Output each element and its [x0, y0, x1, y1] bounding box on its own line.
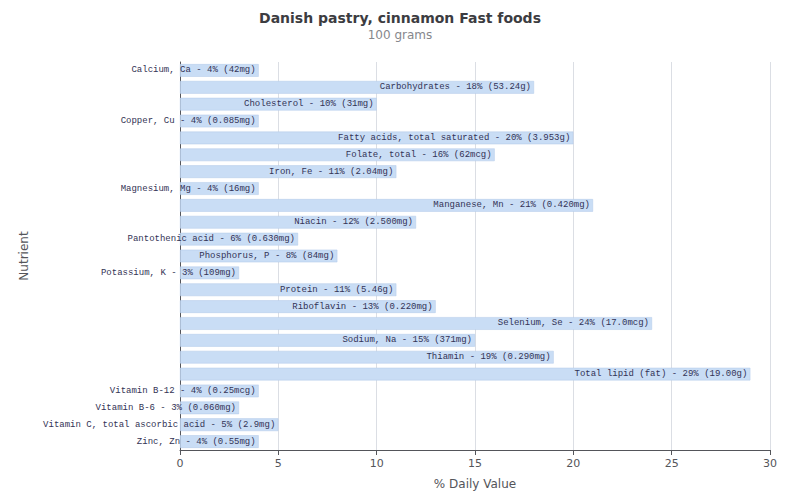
svg-text:20: 20 — [566, 457, 580, 470]
svg-text:Phosphorus, P - 8% (84mg): Phosphorus, P - 8% (84mg) — [199, 251, 334, 261]
svg-text:Total lipid (fat) - 29% (19.00: Total lipid (fat) - 29% (19.00g) — [575, 369, 748, 379]
svg-text:Niacin - 12% (2.500mg): Niacin - 12% (2.500mg) — [294, 217, 413, 227]
svg-text:Magnesium, Mg - 4% (16mg): Magnesium, Mg - 4% (16mg) — [121, 184, 256, 194]
svg-text:0: 0 — [177, 457, 184, 470]
svg-text:Danish pastry, cinnamon Fast f: Danish pastry, cinnamon Fast foods — [259, 10, 541, 26]
svg-text:Potassium, K - 3% (109mg): Potassium, K - 3% (109mg) — [101, 268, 236, 278]
svg-text:Copper, Cu - 4% (0.085mg): Copper, Cu - 4% (0.085mg) — [121, 116, 256, 126]
svg-text:25: 25 — [665, 457, 679, 470]
svg-text:Selenium, Se - 24% (17.0mcg): Selenium, Se - 24% (17.0mcg) — [498, 318, 649, 328]
svg-text:Calcium, Ca - 4% (42mg): Calcium, Ca - 4% (42mg) — [131, 65, 255, 75]
svg-text:5: 5 — [275, 457, 282, 470]
svg-text:100 grams: 100 grams — [368, 28, 433, 42]
svg-text:30: 30 — [763, 457, 777, 470]
svg-text:Folate, total - 16% (62mcg): Folate, total - 16% (62mcg) — [346, 150, 492, 160]
svg-text:Thiamin - 19% (0.290mg): Thiamin - 19% (0.290mg) — [426, 352, 550, 362]
svg-text:Sodium, Na - 15% (371mg): Sodium, Na - 15% (371mg) — [342, 335, 472, 345]
svg-text:15: 15 — [468, 457, 482, 470]
svg-text:Cholesterol - 10% (31mg): Cholesterol - 10% (31mg) — [244, 99, 374, 109]
svg-text:Carbohydrates - 18% (53.24g): Carbohydrates - 18% (53.24g) — [380, 82, 531, 92]
svg-text:Zinc, Zn - 4% (0.55mg): Zinc, Zn - 4% (0.55mg) — [137, 437, 256, 447]
svg-text:Vitamin B-12 - 4% (0.25mcg): Vitamin B-12 - 4% (0.25mcg) — [110, 386, 256, 396]
svg-text:Iron, Fe - 11% (2.04mg): Iron, Fe - 11% (2.04mg) — [269, 167, 393, 177]
svg-text:Vitamin B-6 - 3% (0.060mg): Vitamin B-6 - 3% (0.060mg) — [96, 403, 236, 413]
svg-text:Protein - 11% (5.46g): Protein - 11% (5.46g) — [280, 285, 393, 295]
svg-text:Manganese, Mn - 21% (0.420mg): Manganese, Mn - 21% (0.420mg) — [433, 200, 590, 210]
svg-text:Nutrient: Nutrient — [17, 231, 31, 281]
svg-text:10: 10 — [370, 457, 384, 470]
svg-text:Riboflavin - 13% (0.220mg): Riboflavin - 13% (0.220mg) — [292, 302, 432, 312]
svg-text:Pantothenic acid - 6% (0.630mg: Pantothenic acid - 6% (0.630mg) — [128, 234, 295, 244]
svg-text:% Daily Value: % Daily Value — [434, 477, 516, 491]
svg-text:Fatty acids, total saturated -: Fatty acids, total saturated - 20% (3.95… — [338, 133, 570, 143]
svg-text:Vitamin C, total ascorbic acid: Vitamin C, total ascorbic acid - 5% (2.9… — [43, 420, 275, 430]
